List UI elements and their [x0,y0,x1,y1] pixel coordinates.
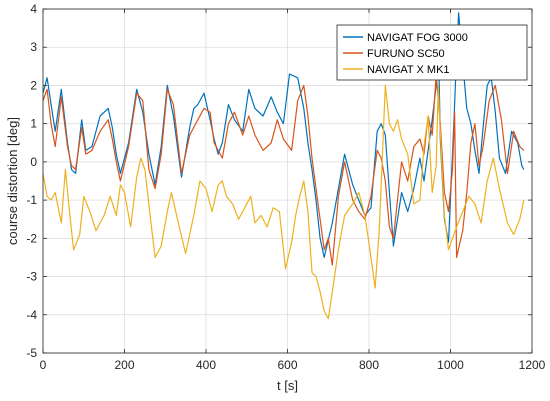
y-tick-label: -2 [26,231,37,245]
x-tick-label: 1000 [437,358,464,372]
y-tick-label: 1 [30,117,37,131]
legend-label-2: FURUNO SC50 [367,48,445,60]
y-tick-label: -4 [26,308,37,322]
legend-label-1: NAVIGAT FOG 3000 [367,32,468,44]
series-line-2 [43,73,525,266]
y-tick-label: 0 [30,155,37,169]
x-axis-label: t [s] [277,378,298,393]
y-axis-label: course distortion [deg] [5,117,20,245]
y-tick-label: 4 [30,2,37,16]
y-tick-label: -3 [26,270,37,284]
legend-box [336,24,528,81]
x-tick-label: 200 [114,358,134,372]
series-line-3 [43,84,525,320]
legend: NAVIGAT FOG 3000 FURUNO SC50 NAVIGAT X MK1 [336,24,528,81]
x-tick-label: 800 [359,358,379,372]
y-tick-label: 2 [30,78,37,92]
y-tick-label: -1 [26,193,37,207]
x-tick-label: 1200 [519,358,546,372]
x-tick-label: 400 [196,358,216,372]
y-tick-label: -5 [26,346,37,360]
axis-ticks [42,8,533,354]
y-tick-labels: -5 -4 -3 -2 -1 0 1 2 3 4 [26,2,37,360]
x-tick-labels: 0 200 400 600 800 1000 1200 [40,358,546,372]
legend-label-3: NAVIGAT X MK1 [367,64,450,76]
y-tick-label: 3 [30,40,37,54]
x-tick-label: 600 [277,358,297,372]
x-tick-label: 0 [40,358,47,372]
